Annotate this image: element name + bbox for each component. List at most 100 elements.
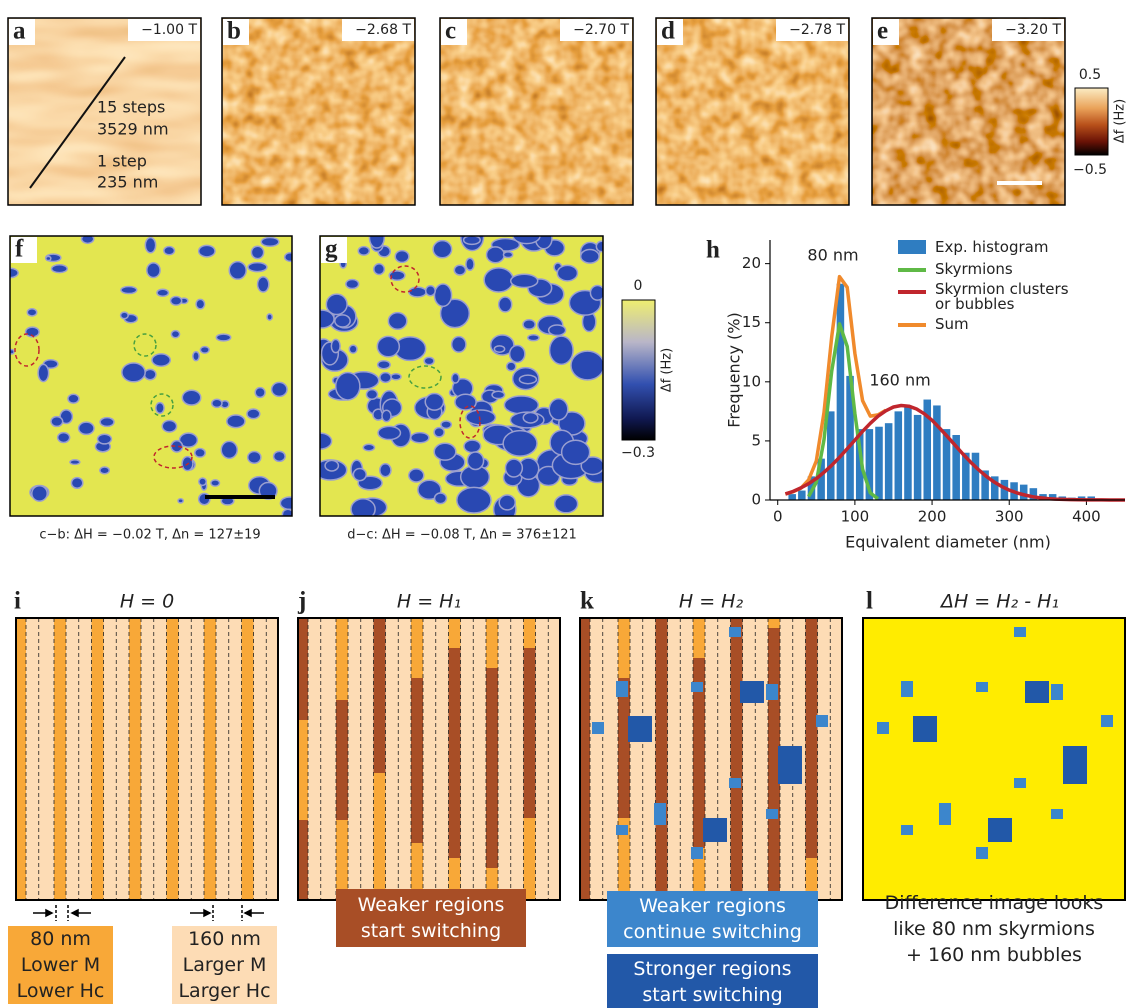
blob (227, 415, 245, 428)
blob (199, 245, 215, 257)
bar (885, 423, 893, 500)
blob (100, 467, 109, 474)
blob (550, 336, 574, 364)
blob (211, 480, 220, 486)
bar (875, 427, 883, 500)
figure: 0.5 −0.5 Δf (Hz) 0 −0.3 Δf (Hz) c−b: ΔH … (0, 0, 1129, 1008)
blob (503, 252, 512, 258)
note-box: Weaker regions start switching (336, 889, 526, 947)
blob (156, 403, 164, 414)
note-line: Lower Hc (8, 978, 113, 1004)
blob (388, 313, 406, 330)
blob (216, 334, 230, 341)
blob (121, 312, 129, 319)
switched-weak (691, 847, 703, 859)
note-line: Larger M (172, 952, 277, 978)
switched-weak (616, 825, 628, 835)
x-tick-label: 400 (1072, 508, 1101, 526)
blob (267, 314, 272, 320)
blob (395, 251, 409, 263)
panel-title: ΔH = H₂ - H₁ (939, 591, 1059, 613)
switched (580, 618, 590, 900)
width-arrows (33, 905, 264, 921)
caption: c−b: ΔH = −0.02 T, Δn = 127±19 (39, 528, 260, 543)
stripe (242, 618, 254, 900)
stripe (129, 618, 141, 900)
blob (434, 428, 444, 437)
panel-label: i (14, 588, 21, 615)
field-label: −2.70 T (573, 22, 629, 38)
switched (656, 618, 668, 900)
blob (229, 262, 246, 280)
switched (731, 618, 743, 900)
blob (195, 448, 205, 457)
blob (261, 237, 279, 246)
note-line: Weaker regions (336, 892, 526, 918)
colorbar-min: −0.3 (621, 445, 655, 461)
blob (331, 339, 340, 352)
blob (157, 289, 168, 296)
y-tick-label: 5 (751, 431, 761, 449)
blob (507, 362, 516, 371)
blob (581, 250, 599, 264)
panel-label: g (325, 236, 338, 263)
x-tick-label: 200 (918, 508, 947, 526)
switched (411, 678, 423, 843)
y-axis-label: Frequency (%) (725, 312, 744, 427)
bar (933, 405, 941, 500)
stripe (167, 618, 179, 900)
blob (562, 440, 590, 464)
blob (32, 486, 47, 501)
blob (596, 241, 606, 251)
blob (349, 345, 357, 353)
switched-weak (729, 627, 741, 637)
switched (336, 700, 348, 820)
y-tick-label: 10 (742, 372, 761, 390)
annotation: 235 nm (97, 173, 158, 192)
skyrmion (877, 722, 889, 734)
switched-weak (592, 722, 604, 734)
blob (46, 256, 51, 260)
y-tick-label: 15 (742, 313, 761, 331)
blob (171, 296, 182, 305)
panel-label: d (661, 18, 675, 45)
annotation: 3529 nm (97, 120, 169, 139)
bar (895, 411, 903, 500)
note-box: Stronger regions start switching (607, 954, 818, 1008)
blob (466, 258, 474, 270)
bubble (988, 818, 1012, 842)
skyrmion (976, 847, 988, 859)
blob (98, 434, 112, 444)
blob (247, 409, 260, 419)
blob (258, 277, 269, 292)
note-line: like 80 nm skyrmions (860, 916, 1128, 942)
blob (335, 315, 350, 327)
switched-strong (703, 818, 727, 842)
switched (374, 618, 386, 773)
note-box: 80 nm Lower M Lower Hc (8, 926, 113, 1004)
colorbar-unit: Δf (Hz) (1113, 99, 1128, 143)
note-line: Lower M (8, 952, 113, 978)
blob (325, 460, 338, 471)
blob (121, 287, 137, 294)
panel-label: j (297, 588, 306, 615)
blob (353, 469, 366, 481)
blob (424, 357, 434, 364)
panel-label: h (706, 237, 720, 264)
note-line: Weaker regions (607, 893, 818, 919)
blob (499, 297, 512, 312)
legend-item: Skyrmions (898, 260, 1075, 279)
stripe (92, 618, 104, 900)
legend-swatch (898, 268, 926, 272)
legend-swatch (898, 290, 926, 294)
note-line: 160 nm (172, 926, 277, 952)
switched-strong (628, 716, 652, 742)
blob (378, 426, 400, 439)
blob (499, 495, 515, 510)
blob (523, 413, 538, 423)
blob (555, 495, 578, 513)
blob (433, 241, 452, 258)
image (222, 18, 415, 205)
blob (171, 331, 179, 338)
blob (391, 374, 401, 380)
